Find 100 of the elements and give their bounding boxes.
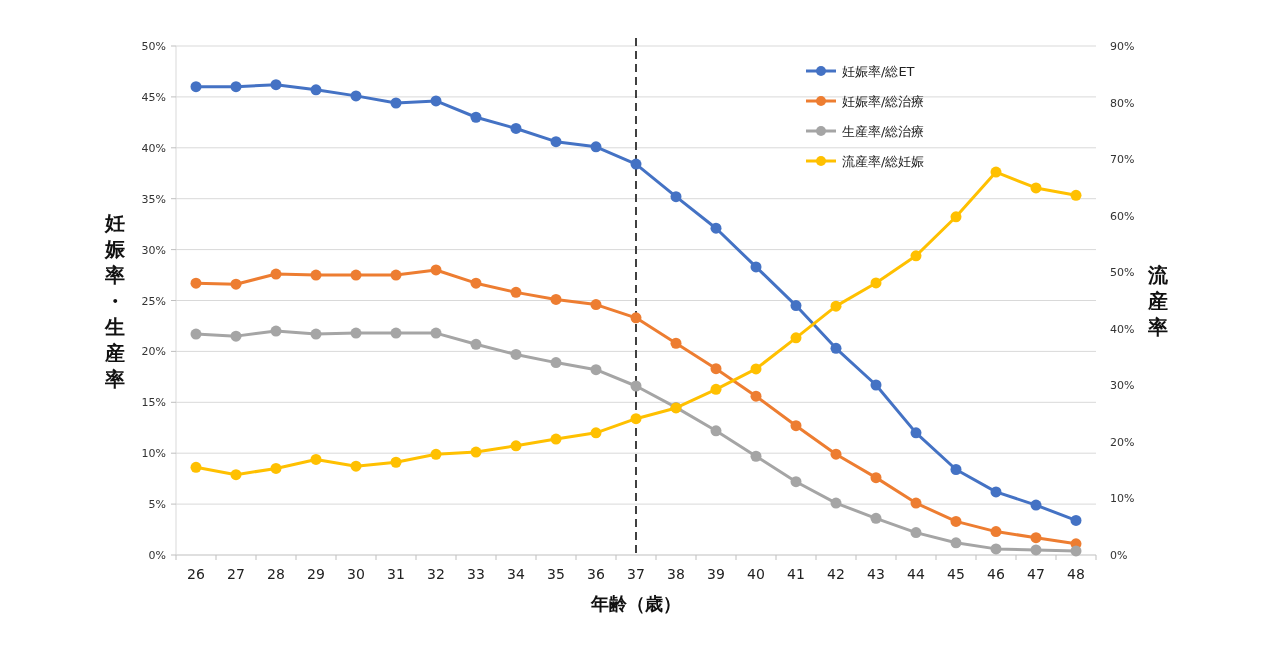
point (390, 456, 402, 468)
point (870, 472, 882, 484)
point (990, 486, 1002, 498)
point (910, 527, 922, 539)
point (390, 97, 402, 109)
point (910, 427, 922, 439)
point (870, 379, 882, 391)
point (310, 84, 322, 96)
y-tick-label: 15% (141, 396, 166, 410)
x-tick-label: 33 (467, 566, 485, 582)
y-tick-label: 35% (141, 192, 166, 206)
point (830, 448, 842, 460)
point (230, 278, 242, 290)
x-tick-label: 35 (547, 566, 565, 582)
point (230, 81, 242, 93)
point (310, 269, 322, 281)
x-tick-label: 32 (427, 566, 445, 582)
point (630, 380, 642, 392)
x-tick-label: 48 (1067, 566, 1085, 582)
point (790, 300, 802, 312)
point (390, 269, 402, 281)
x-tick-label: 44 (907, 566, 925, 582)
x-tick-label: 36 (587, 566, 605, 582)
y2-tick-label: 90% (1110, 40, 1135, 53)
x-axis-title: 年齢（歳） (590, 593, 681, 614)
point (1030, 544, 1042, 556)
x-tick-label: 29 (307, 566, 325, 582)
point (790, 420, 802, 432)
x-tick-label: 45 (947, 566, 965, 582)
point (630, 413, 642, 425)
y-tick-label: 40% (141, 141, 166, 155)
point (790, 476, 802, 488)
point (1030, 499, 1042, 511)
point (190, 81, 202, 93)
y2-tick-label: 10% (1110, 492, 1135, 506)
x-tick-label: 37 (627, 566, 645, 582)
legend-label: 生産率/総治療 (842, 124, 925, 139)
point (510, 286, 522, 298)
point (950, 515, 962, 527)
y-tick-label: 50% (141, 40, 166, 53)
point (550, 357, 562, 369)
point (1030, 182, 1042, 194)
point (710, 383, 722, 395)
point (430, 264, 442, 276)
x-tick-label: 41 (787, 566, 805, 582)
point (510, 122, 522, 134)
point (630, 158, 642, 170)
point (1030, 532, 1042, 544)
point (270, 462, 282, 474)
x-tick-label: 28 (267, 566, 285, 582)
x-tick-label: 46 (987, 566, 1005, 582)
x-tick-label: 42 (827, 566, 845, 582)
point (230, 330, 242, 342)
y-axis-title: 妊娠率・生産率 (104, 210, 126, 391)
point (270, 268, 282, 280)
point (350, 269, 362, 281)
point (950, 463, 962, 475)
x-tick-label: 47 (1027, 566, 1045, 582)
y2-tick-label: 50% (1110, 266, 1135, 280)
point (590, 141, 602, 153)
y-tick-label: 5% (148, 498, 166, 512)
legend-label: 流産率/総妊娠 (842, 154, 925, 169)
point (830, 497, 842, 509)
point (550, 293, 562, 305)
point (430, 327, 442, 339)
point (1070, 514, 1082, 526)
point (710, 222, 722, 234)
point (550, 433, 562, 445)
point (350, 460, 362, 472)
point (590, 364, 602, 376)
point (750, 261, 762, 273)
point (1070, 545, 1082, 557)
point (190, 277, 202, 289)
point (470, 446, 482, 458)
point (630, 312, 642, 324)
y-tick-label: 20% (141, 345, 166, 359)
x-tick-label: 27 (227, 566, 245, 582)
y2-tick-label: 60% (1110, 209, 1135, 223)
y2-tick-label: 80% (1110, 96, 1135, 110)
y-tick-label: 0% (148, 549, 166, 562)
point (470, 111, 482, 123)
y2-tick-label: 30% (1110, 379, 1135, 393)
point (990, 166, 1002, 178)
y-tick-label: 30% (141, 243, 166, 257)
point (190, 461, 202, 473)
point (910, 497, 922, 509)
point (470, 277, 482, 289)
point (1070, 189, 1082, 201)
x-tick-label: 34 (507, 566, 525, 582)
point (350, 90, 362, 102)
legend-label: 妊娠率/総ET (842, 64, 915, 79)
point (750, 390, 762, 402)
point (710, 363, 722, 375)
point (550, 136, 562, 148)
y-tick-label: 10% (141, 447, 166, 461)
point (790, 332, 802, 344)
point (430, 448, 442, 460)
point (270, 79, 282, 91)
point (670, 191, 682, 203)
point (510, 348, 522, 360)
